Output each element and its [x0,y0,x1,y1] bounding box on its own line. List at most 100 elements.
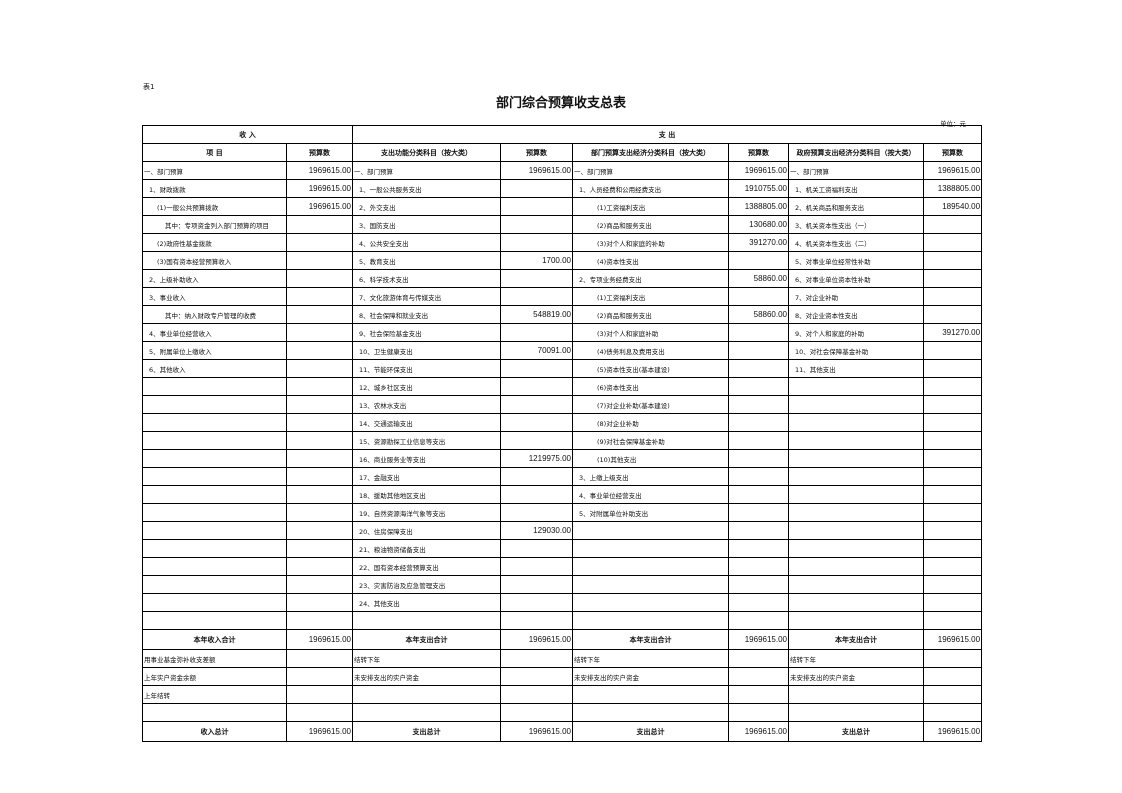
function-item-cell: 6、科学技术支出 [352,269,501,288]
dept-econ-item-cell: 本年支出合计 [572,629,729,650]
function-amount-header: 预算数 [500,143,573,162]
gov-econ-item-cell [788,703,924,722]
function-amount-cell: 1969615.00 [500,721,573,742]
income-amount-cell [286,215,353,234]
dept-econ-item-cell: (10)其他支出 [572,449,729,468]
column-header-row: 项 目预算数 支出功能分类科目（按大类） 预算数 部门预算支出经济分类科目（按大类）预… [142,143,983,162]
income-item-cell: 收入总计 [142,721,287,742]
income-item-cell [142,539,287,558]
function-item-cell: 1、一般公共服务支出 [352,179,501,198]
gov-econ-item-cell [788,395,924,414]
function-item-cell: 21、粮油物资储备支出 [352,539,501,558]
function-amount-cell [500,667,573,686]
income-item-cell: 用事业基金弥补收支差额 [142,649,287,668]
gov-econ-amount-cell [922,251,983,270]
dept-econ-amount-cell: 1910755.00 [728,179,789,198]
function-item-cell: 11、节能环保支出 [352,359,501,378]
gov-econ-amount-cell [922,341,983,360]
gov-econ-amount-cell [922,305,983,324]
function-item-cell: 一、部门预算 [352,161,501,180]
function-amount-cell [500,649,573,668]
dept-econ-item-cell: (8)对企业补助 [572,413,729,432]
dept-econ-amount-cell [728,251,789,270]
income-item-cell: 6、其他收入 [142,359,287,378]
dept-econ-amount-cell: 391270.00 [728,233,789,252]
grand-total-row: 收入总计 1969615.00 支出总计 1969615.00 支出总计 1969615.… [142,721,983,742]
table-row: 19、自然资源海洋气象等支出 5、对附属单位补助支出 [142,503,983,522]
gov-econ-item-cell [788,521,924,540]
dept-econ-amount-cell: 1969615.00 [728,721,789,742]
function-item-cell: 18、援助其他地区支出 [352,485,501,504]
dept-econ-amount-cell [728,287,789,306]
dept-econ-amount-cell: 1388805.00 [728,197,789,216]
income-amount-cell [286,557,353,576]
function-item-cell: 17、金融支出 [352,467,501,486]
function-amount-cell [500,413,573,432]
dept-econ-amount-cell [728,503,789,522]
income-amount-cell [286,667,353,686]
gov-econ-amount-header: 预算数 [922,143,983,162]
income-item-cell [142,377,287,396]
income-amount-cell [286,269,353,288]
gov-econ-item-cell [788,413,924,432]
gov-econ-item-cell: 2、机关商品和服务支出 [788,197,924,216]
gov-econ-amount-cell [922,649,983,668]
function-amount-cell [500,485,573,504]
income-item-cell: 1、财政拨款 [142,179,287,198]
gov-econ-amount-cell [922,593,983,612]
gov-econ-amount-cell [922,503,983,522]
income-item-cell [142,449,287,468]
income-item-header: 项 目 [142,143,287,162]
income-amount-cell [286,251,353,270]
dept-econ-item-cell: 4、事业单位经营支出 [572,485,729,504]
gov-econ-amount-cell [922,215,983,234]
table-row: 其中：专项资金列入部门预算的项目 3、国防支出 (2)商品和服务支出 130680.0… [142,215,983,234]
income-item-cell [142,413,287,432]
function-amount-cell: 548819.00 [500,305,573,324]
dept-econ-item-cell [572,521,729,540]
dept-econ-amount-cell: 1969615.00 [728,629,789,650]
dept-econ-item-cell: (6)资本性支出 [572,377,729,396]
gov-econ-item-cell [788,575,924,594]
income-item-cell: (3)国有资本经营预算收入 [142,251,287,270]
function-amount-cell [500,269,573,288]
gov-econ-item-cell: 3、机关资本性支出（一） [788,215,924,234]
gov-econ-amount-cell: 1969615.00 [922,629,983,650]
function-amount-cell [500,215,573,234]
function-amount-cell [500,197,573,216]
gov-econ-amount-cell [922,575,983,594]
income-amount-cell: 1969615.00 [286,721,353,742]
gov-econ-item-cell: 未安排支出的实户资金 [788,667,924,686]
function-amount-cell [500,359,573,378]
budget-summary-table: 收 入 支 出 项 目预算数 支出功能分类科目（按大类） 预算数 部门预算支出经济分类… [142,125,983,742]
income-amount-cell [286,449,353,468]
table-row: 15、资源勘探工业信息等支出 (9)对社会保障基金补助 [142,431,983,450]
income-item-cell: (2)政府性基金拨款 [142,233,287,252]
expense-group-header: 支 出 [351,125,983,144]
gov-econ-item-cell [788,611,924,630]
function-item-cell: 9、社会保险基金支出 [352,323,501,342]
dept-econ-item-header: 部门预算支出经济分类科目（按大类） [572,143,729,162]
dept-econ-amount-cell [728,413,789,432]
dept-econ-amount-cell [728,667,789,686]
function-item-cell: 14、交通运输支出 [352,413,501,432]
table-row: 17、金融支出 3、上缴上级支出 [142,467,983,486]
page-title: 部门综合预算收支总表 [495,96,626,111]
dept-econ-amount-cell: 130680.00 [728,215,789,234]
table-row: 23、灾害防治及应急管理支出 [142,575,983,594]
gov-econ-item-cell: 1、机关工资福利支出 [788,179,924,198]
gov-econ-amount-cell [922,395,983,414]
dept-econ-item-cell: 支出总计 [572,721,729,742]
function-amount-cell: 1969615.00 [500,629,573,650]
function-item-cell: 3、国防支出 [352,215,501,234]
year-total-row: 本年收入合计 1969615.00 本年支出合计 1969615.00 本年支出合计 19… [142,629,983,650]
dept-econ-amount-cell [728,341,789,360]
gov-econ-item-cell [788,593,924,612]
income-amount-cell [286,413,353,432]
footer-row: 上年实户资金余额 未安排支出的实户资金 未安排支出的实户资金 未安排支出的实户资金 [142,667,983,686]
function-item-cell: 本年支出合计 [352,629,501,650]
dept-econ-item-cell [572,575,729,594]
function-item-header: 支出功能分类科目（按大类） [352,143,501,162]
function-amount-cell: 70091.00 [500,341,573,360]
income-amount-cell [286,431,353,450]
